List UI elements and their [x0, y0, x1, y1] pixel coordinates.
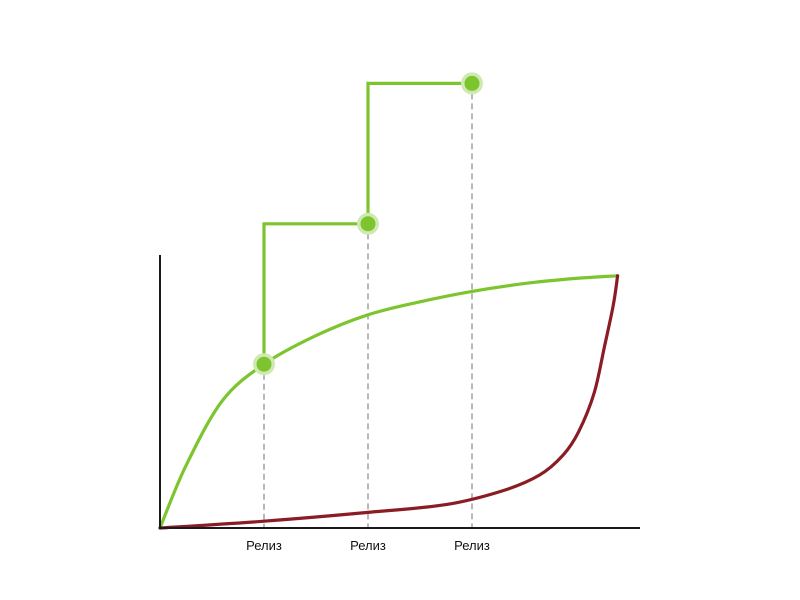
release-marker-3: [464, 75, 480, 91]
release-label-3: Релиз: [454, 538, 490, 553]
series-group: [158, 81, 620, 530]
red-curve-line: [158, 274, 620, 530]
tick-labels: Релиз Релиз Релиз: [246, 538, 490, 553]
release-marker-1: [256, 356, 272, 372]
release-step-arc-2: [366, 81, 474, 226]
release-label-1: Релиз: [246, 538, 282, 553]
release-markers: [253, 72, 483, 376]
release-label-2: Релиз: [350, 538, 386, 553]
axes: [159, 255, 640, 529]
green-baseline-line: [158, 274, 620, 530]
release-step-arc-1: [262, 222, 370, 366]
release-marker-2: [360, 216, 376, 232]
